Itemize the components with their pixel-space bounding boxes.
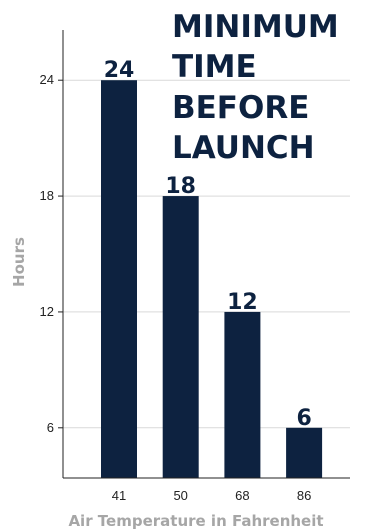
x-tick-labels: 41 50 68 86 [112, 488, 312, 503]
title-line-1: MINIMUM [172, 9, 339, 45]
y-tick-labels: 6 12 18 24 [40, 72, 54, 435]
x-tick-label: 41 [112, 488, 126, 503]
x-tick-label: 86 [297, 488, 311, 503]
data-label: 6 [296, 406, 311, 431]
bars [101, 80, 323, 478]
x-tick-label: 68 [235, 488, 249, 503]
bar-68 [224, 311, 261, 478]
bar-86 [286, 427, 323, 478]
data-label: 18 [165, 174, 196, 199]
title-line-3: BEFORE [172, 90, 309, 126]
data-label: 24 [104, 58, 135, 83]
chart-title: MINIMUM TIME BEFORE LAUNCH [172, 9, 339, 166]
y-axis-title: Hours [10, 237, 28, 287]
data-labels: 24 18 12 6 [104, 58, 312, 431]
bar-50 [162, 196, 199, 478]
y-tick-label: 12 [40, 304, 54, 319]
bar-41 [101, 80, 137, 478]
x-axis-title: Air Temperature in Fahrenheit [68, 512, 323, 530]
title-line-4: LAUNCH [172, 130, 315, 166]
x-tick-label: 50 [173, 488, 187, 503]
y-tick-label: 18 [40, 188, 54, 203]
y-tick-label: 6 [47, 420, 54, 435]
title-line-2: TIME [172, 49, 257, 85]
data-label: 12 [227, 290, 258, 315]
y-tick-label: 24 [40, 72, 54, 87]
